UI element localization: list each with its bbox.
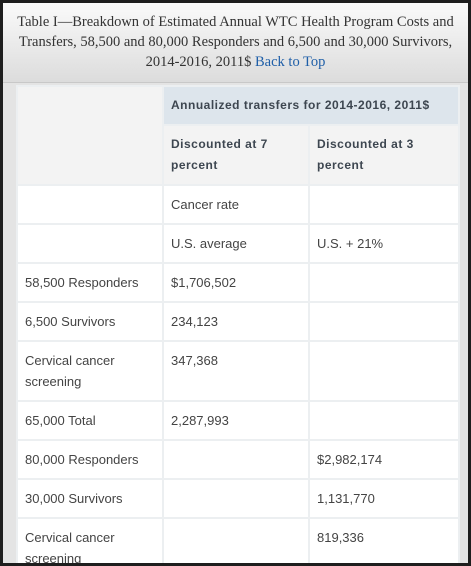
table-row: U.S. average U.S. + 21% <box>16 223 460 264</box>
caption-text: Table I—Breakdown of Estimated Annual WT… <box>17 14 454 70</box>
empty-cell <box>308 340 460 402</box>
row-label: 58,500 Responders <box>16 262 164 303</box>
group-header: Annualized transfers for 2014-2016, 2011… <box>162 85 460 126</box>
cell: 819,336 <box>308 517 460 563</box>
table-row: Cancer rate <box>16 184 460 225</box>
table-row: Cervical cancer screening 819,336 <box>16 517 460 563</box>
column-header: Discounted at 7 percent <box>162 124 310 186</box>
cell: Cancer rate <box>162 184 310 225</box>
empty-cell <box>308 301 460 342</box>
row-label: Cervical cancer screening <box>16 340 164 402</box>
row-label: 30,000 Survivors <box>16 478 164 519</box>
table-row: 30,000 Survivors 1,131,770 <box>16 478 460 519</box>
table-row: 58,500 Responders $1,706,502 <box>16 262 460 303</box>
table-body: Cancer rate U.S. average U.S. + 21% 58,500 … <box>16 184 460 563</box>
column-header: Discounted at 3 percent <box>308 124 460 186</box>
cell: 1,131,770 <box>308 478 460 519</box>
table-row: 80,000 Responders $2,982,174 <box>16 439 460 480</box>
table-caption: Table I—Breakdown of Estimated Annual WT… <box>3 3 468 83</box>
empty-cell <box>308 400 460 441</box>
cell: $1,706,502 <box>162 262 310 303</box>
empty-cell <box>162 478 310 519</box>
row-label: 65,000 Total <box>16 400 164 441</box>
table-row: 65,000 Total 2,287,993 <box>16 400 460 441</box>
row-label: Cervical cancer screening <box>16 517 164 563</box>
table-row: Cervical cancer screening 347,368 <box>16 340 460 402</box>
empty-cell <box>308 184 460 225</box>
empty-header-cell <box>16 85 164 186</box>
empty-cell <box>16 184 164 225</box>
back-to-top-link[interactable]: Back to Top <box>255 54 326 70</box>
cell: U.S. + 21% <box>308 223 460 264</box>
empty-cell <box>162 439 310 480</box>
cell: 2,287,993 <box>162 400 310 441</box>
empty-cell <box>162 517 310 563</box>
cell: 347,368 <box>162 340 310 402</box>
cell: $2,982,174 <box>308 439 460 480</box>
row-label: 80,000 Responders <box>16 439 164 480</box>
cell: 234,123 <box>162 301 310 342</box>
row-label: 6,500 Survivors <box>16 301 164 342</box>
empty-cell <box>16 223 164 264</box>
empty-cell <box>308 262 460 303</box>
data-table: Annualized transfers for 2014-2016, 2011… <box>16 85 460 563</box>
cell: U.S. average <box>162 223 310 264</box>
table-row: 6,500 Survivors 234,123 <box>16 301 460 342</box>
